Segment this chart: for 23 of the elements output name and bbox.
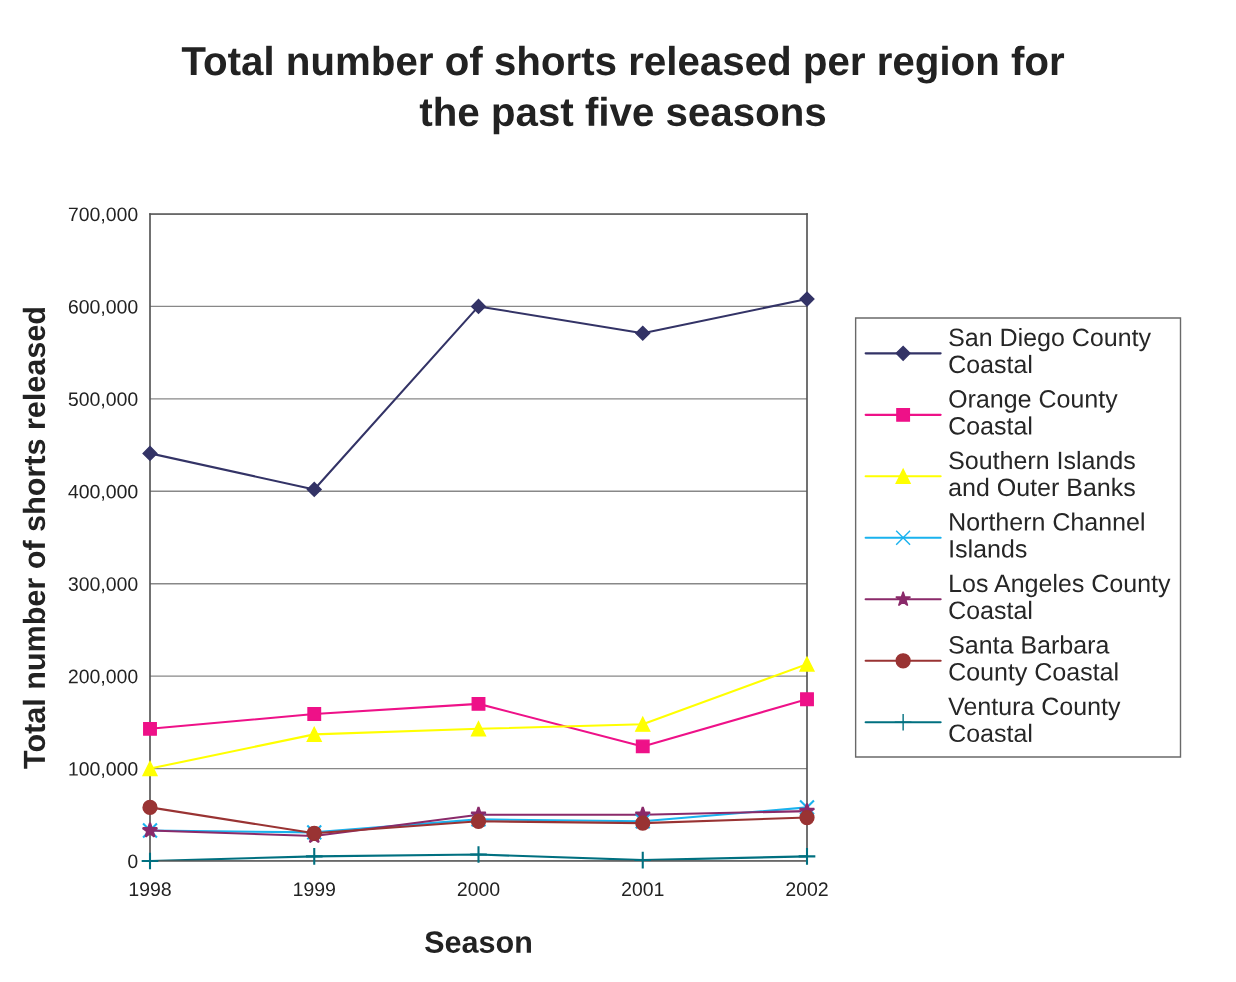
y-tick-label: 600,000: [68, 299, 138, 316]
x-tick-label: 2000: [457, 882, 500, 897]
legend-label: Southern Islands and Outer Banks: [949, 450, 1135, 497]
legend-label: Northern Channel Islands: [950, 512, 1144, 558]
legend-label: Santa Barbara County Coastal: [949, 635, 1118, 686]
x-tick-label: 1998: [129, 882, 171, 897]
chart-title: Total number of shorts released per region for the past five seasons: [181, 45, 1065, 135]
y-tick-label: 300,000: [68, 577, 138, 594]
x-tick-label: 2002: [786, 882, 828, 897]
y-tick-label: 500,000: [68, 392, 138, 409]
legend-label: Ventura County Coastal: [948, 697, 1121, 743]
y-axis-title: Total number of shorts released: [22, 308, 46, 769]
y-tick-label: 400,000: [68, 484, 138, 501]
x-tick-label: 2001: [622, 882, 664, 897]
legend-label: Orange County Coastal: [949, 390, 1118, 435]
y-tick-label: 200,000: [68, 669, 138, 686]
x-tick-label: 1999: [294, 882, 335, 897]
legend-label: Los Angeles County Coastal: [949, 573, 1171, 620]
x-axis-title: Season: [425, 931, 531, 953]
y-tick-label: 100,000: [69, 762, 138, 779]
y-tick-label: 0: [128, 854, 138, 869]
y-tick-label: 700,000: [68, 207, 138, 224]
legend-label: San Diego County Coastal: [949, 327, 1151, 374]
